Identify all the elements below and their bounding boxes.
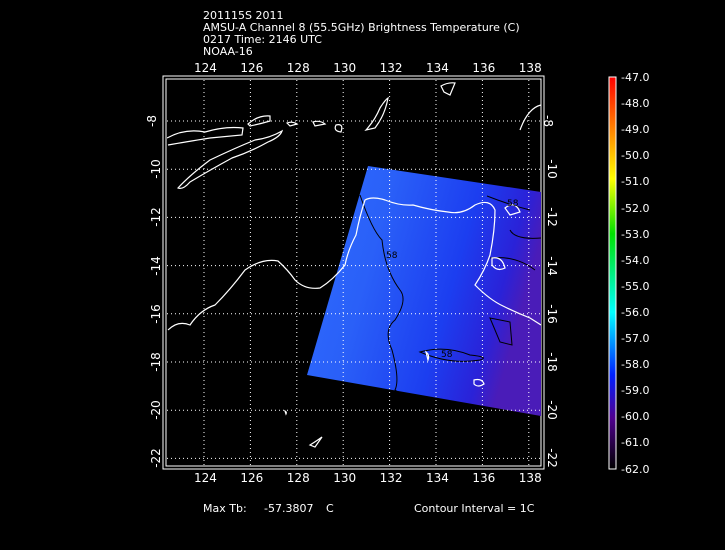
lon-tick-label: 126 [240,61,264,75]
lon-tick-label: 124 [194,61,217,75]
colorbar-label: -50.0 [621,149,650,163]
colorbar-label: -57.0 [621,332,650,345]
colorbar-label: -47.0 [621,71,650,84]
coastlines [167,82,541,448]
time-label: 0217 Time: 2146 UTC [203,33,322,46]
lat-tick-label: -8 [144,115,159,127]
lat-tick-label: -12 [148,207,163,228]
contour-label: 58 [507,199,519,209]
max-tb-label: Max Tb: [203,502,247,515]
colorbar-label: -60.0 [621,410,650,424]
lon-tick-label: 128 [286,471,310,485]
colorbar-label: -54.0 [621,253,650,267]
lat-tick-label: -14 [148,255,163,276]
lon-tick-label: 132 [379,471,403,485]
lat-tick-label: -20 [148,400,163,420]
colorbar-label: -48.0 [621,97,650,111]
lat-tick-label: -14 [544,255,559,276]
lon-tick-label: 124 [194,471,217,485]
lon-tick-label: 136 [472,471,496,485]
lat-tick-label: -20 [544,400,559,420]
lon-tick-label: 130 [333,61,357,75]
colorbar-label: -62.0 [621,462,650,476]
lat-tick-label: -16 [148,303,163,324]
lon-tick-label: 134 [426,471,449,485]
contour-label: 58 [386,251,398,261]
colorbar-label: -49.0 [621,123,650,137]
lon-tick-label: 126 [240,471,264,485]
max-tb-value: -57.3807 [264,502,314,515]
lon-tick-label: 136 [472,61,496,75]
lon-tick-label: 138 [518,471,542,485]
lat-tick-label: -8 [540,115,555,127]
plot-title: 201115S 2011 AMSU-A Channel 8 (55.5GHz) … [203,10,520,58]
contour-label: 58 [441,350,453,360]
product-name: AMSU-A Channel 8 (55.5GHz) Brightness Te… [203,21,520,34]
colorbar-label: -55.0 [621,279,650,293]
colorbar-label: -53.0 [621,227,650,241]
colorbar-label: -61.0 [621,436,650,450]
colorbar-label: -52.0 [621,201,650,215]
max-tb-unit: C [326,502,334,515]
lon-tick-label: 134 [426,61,449,75]
lat-tick-label: -16 [544,303,559,324]
lon-tick-label: 138 [518,61,542,75]
lat-tick-label: -18 [148,352,163,372]
lon-tick-label: 130 [333,471,357,485]
lat-tick-label: -22 [148,448,163,469]
contour-interval: Contour Interval = 1C [414,502,535,515]
colorbar-label: -51.0 [621,175,650,189]
colorbar-label: -56.0 [621,305,650,319]
lon-tick-label: 132 [379,61,403,75]
lon-tick-label: 128 [286,61,310,75]
storm-id: 201115S 2011 [203,9,284,22]
lat-tick-label: -12 [544,207,559,228]
lat-tick-label: -10 [148,159,163,179]
lat-tick-label: -22 [544,448,559,469]
colorbar-label: -59.0 [621,384,650,398]
satellite-label: NOAA-16 [203,45,253,58]
map-frame-outer [162,75,545,470]
data-swath [307,166,541,416]
lat-tick-label: -10 [544,159,559,179]
colorbar-label: -58.0 [621,358,650,372]
lat-tick-label: -18 [544,352,559,372]
colorbar [608,76,617,470]
